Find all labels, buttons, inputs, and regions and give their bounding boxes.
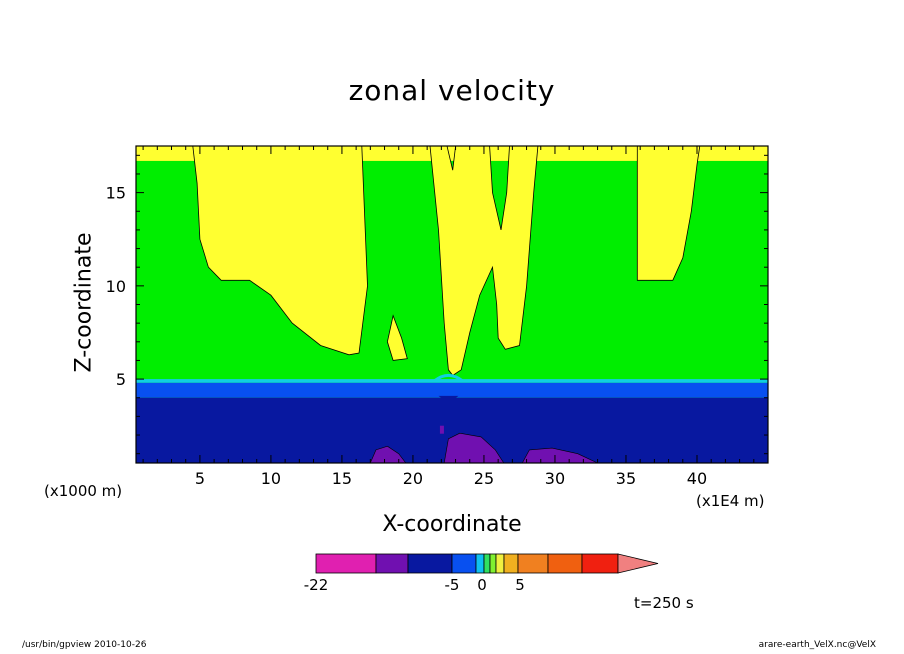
x-tick-label-40: 40 — [687, 469, 707, 488]
x-tick-label-15: 15 — [332, 469, 352, 488]
footer-right: arare-earth_VelX.nc@VelX — [758, 640, 876, 650]
positive-region-2 — [386, 314, 408, 361]
colorbar-segment-5 — [475, 553, 485, 574]
transition-band — [136, 382, 768, 398]
x-axis-label: X-coordinate — [382, 512, 522, 537]
x-axis-unit: (x1E4 m) — [696, 492, 765, 510]
colorbar-segment-8 — [495, 553, 505, 574]
y-tick-label-10: 10 — [106, 277, 126, 296]
positive-region-1 — [192, 146, 368, 356]
colorbar-tick-label: 0 — [477, 576, 487, 594]
colorbar-segment-10 — [517, 553, 549, 574]
colorbar-arrow — [617, 553, 659, 574]
cyan-contour-band — [136, 379, 768, 383]
colorbar-segment-11 — [547, 553, 583, 574]
x-tick-label-25: 25 — [474, 469, 494, 488]
colorbar-segment-3 — [407, 553, 453, 574]
x-tick-label-5: 5 — [195, 469, 205, 488]
footer-left: /usr/bin/gpview 2010-10-26 — [22, 640, 147, 650]
x-tick-label-10: 10 — [261, 469, 281, 488]
x-tick-label-20: 20 — [403, 469, 423, 488]
y-tick-label-5: 5 — [116, 370, 126, 389]
colorbar-segment-7 — [489, 553, 497, 574]
y-axis-label: Z-coordinate — [71, 232, 97, 373]
wave-perturbation-lower — [438, 395, 459, 401]
time-label: t=250 s — [634, 594, 694, 612]
x-tick-label-35: 35 — [616, 469, 636, 488]
y-axis-unit: (x1000 m) — [44, 482, 123, 500]
colorbar-tick-label: 5 — [515, 576, 525, 594]
colorbar-segment-12 — [581, 553, 619, 574]
negative-region-2 — [443, 432, 505, 463]
positive-region-4 — [636, 146, 701, 281]
colorbar-segment-9 — [503, 553, 519, 574]
y-tick-label-15: 15 — [106, 184, 126, 203]
chart-title: zonal velocity — [348, 74, 556, 107]
colorbar-segment-6 — [483, 553, 491, 574]
colorbar-segment-4 — [451, 553, 477, 574]
small-negative-patch — [439, 425, 444, 434]
x-tick-label-30: 30 — [545, 469, 565, 488]
colorbar-segment-2 — [375, 553, 409, 574]
colorbar-tick-label: -5 — [445, 576, 460, 594]
wave-perturbation — [433, 373, 464, 383]
colorbar-tick-label: -22 — [304, 576, 329, 594]
colorbar-segment-1 — [315, 553, 377, 574]
negative-region-1 — [369, 445, 407, 463]
